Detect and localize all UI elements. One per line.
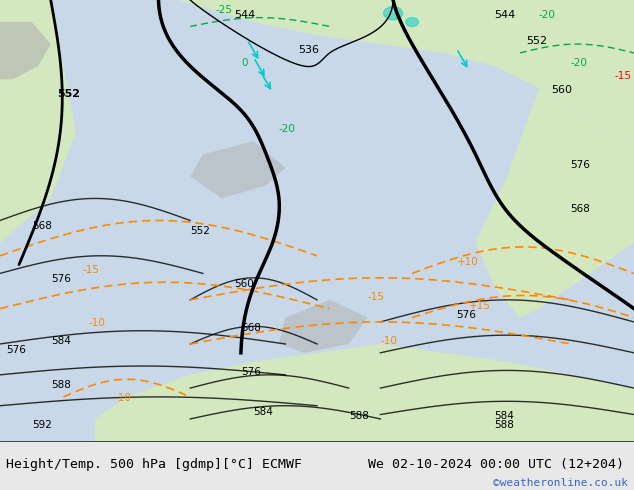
Text: -20: -20 xyxy=(279,124,296,134)
Text: 588: 588 xyxy=(349,411,368,421)
Polygon shape xyxy=(178,0,634,141)
Text: -10: -10 xyxy=(89,318,106,328)
Polygon shape xyxy=(0,0,76,243)
Text: 544: 544 xyxy=(235,10,256,20)
Text: 576: 576 xyxy=(571,160,590,170)
Text: 560: 560 xyxy=(235,279,254,289)
Polygon shape xyxy=(0,22,51,79)
Text: -10: -10 xyxy=(380,336,398,346)
Circle shape xyxy=(384,7,403,20)
Text: 552: 552 xyxy=(190,226,210,236)
Text: 584: 584 xyxy=(51,336,70,346)
Text: -15: -15 xyxy=(82,266,100,275)
Text: -15: -15 xyxy=(615,72,632,81)
Text: +15: +15 xyxy=(469,301,491,311)
Text: -10: -10 xyxy=(114,393,131,403)
Text: 584: 584 xyxy=(254,407,273,416)
Text: 584: 584 xyxy=(495,411,514,421)
Text: 576: 576 xyxy=(6,345,26,355)
Text: 536: 536 xyxy=(298,45,319,55)
Text: 576: 576 xyxy=(456,310,476,319)
Text: -15: -15 xyxy=(368,292,385,302)
Text: 552: 552 xyxy=(526,36,547,46)
Text: -20: -20 xyxy=(571,58,588,68)
Polygon shape xyxy=(279,300,368,353)
Text: 568: 568 xyxy=(32,221,51,231)
Text: ©weatheronline.co.uk: ©weatheronline.co.uk xyxy=(493,478,628,488)
Text: 0: 0 xyxy=(241,58,247,68)
Text: 592: 592 xyxy=(32,420,51,430)
Text: 576: 576 xyxy=(51,274,70,284)
Text: +10: +10 xyxy=(456,257,478,267)
Polygon shape xyxy=(476,88,634,318)
Text: Height/Temp. 500 hPa [gdmp][°C] ECMWF: Height/Temp. 500 hPa [gdmp][°C] ECMWF xyxy=(6,458,302,471)
Text: -25: -25 xyxy=(216,5,233,15)
Text: 576: 576 xyxy=(241,367,261,377)
Text: 568: 568 xyxy=(241,323,261,333)
Polygon shape xyxy=(95,344,634,441)
Text: -20: -20 xyxy=(539,10,556,20)
Text: We 02-10-2024 00:00 UTC (12+204): We 02-10-2024 00:00 UTC (12+204) xyxy=(368,458,624,471)
Text: 568: 568 xyxy=(571,204,590,214)
Text: 588: 588 xyxy=(495,420,514,430)
Circle shape xyxy=(406,18,418,26)
Text: 552: 552 xyxy=(57,89,80,99)
Text: 544: 544 xyxy=(495,10,516,20)
Text: 560: 560 xyxy=(552,85,573,95)
Text: 588: 588 xyxy=(51,380,70,390)
Polygon shape xyxy=(190,141,285,198)
